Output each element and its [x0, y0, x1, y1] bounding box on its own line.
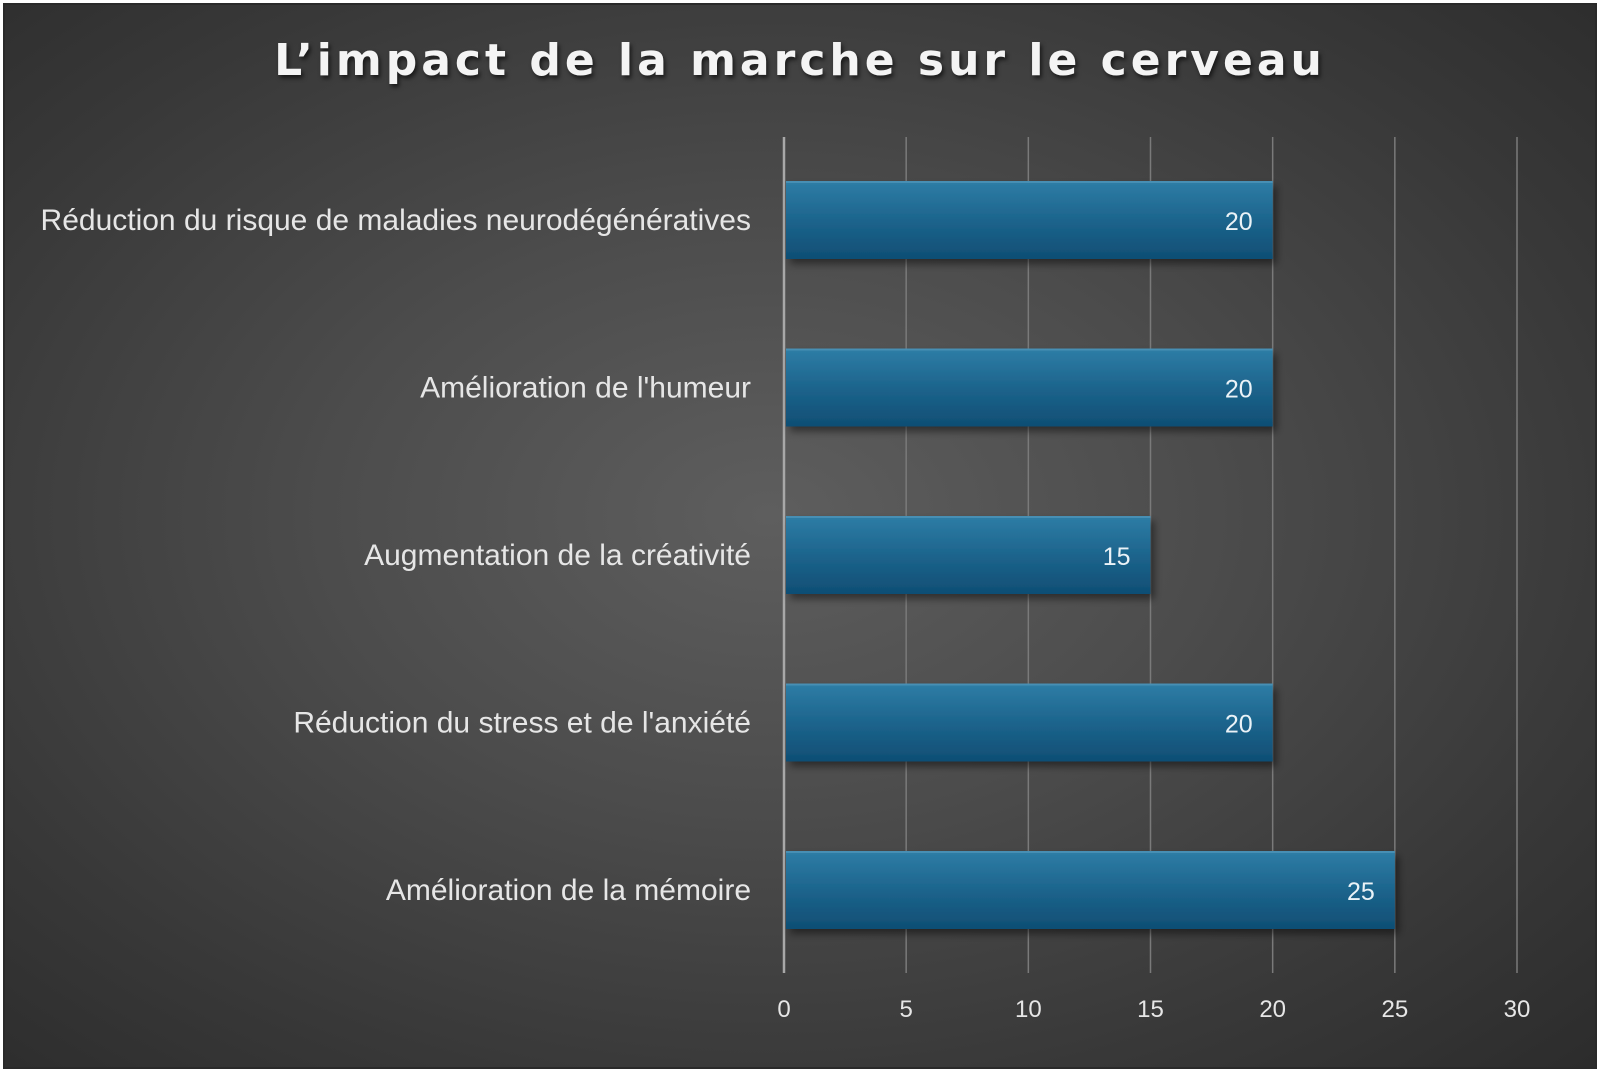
bar-highlight — [786, 516, 1151, 518]
bar — [786, 181, 1273, 259]
x-tick-label: 0 — [777, 996, 790, 1023]
category-label: Amélioration de la mémoire — [386, 874, 751, 907]
chart-title: L’impact de la marche sur le cerveau — [274, 35, 1326, 86]
data-label: 20 — [1225, 711, 1253, 739]
x-tick-label: 5 — [899, 996, 912, 1023]
data-label: 20 — [1225, 376, 1253, 404]
x-tick-label: 30 — [1504, 996, 1531, 1023]
bar — [786, 851, 1395, 929]
category-label: Réduction du risque de maladies neurodég… — [41, 204, 751, 237]
x-tick-label: 15 — [1137, 996, 1164, 1023]
bar — [786, 683, 1273, 762]
x-tick-label: 10 — [1015, 996, 1042, 1023]
x-tick-label: 20 — [1259, 996, 1286, 1023]
category-label: Réduction du stress et de l'anxiété — [293, 707, 751, 740]
category-label: Augmentation de la créativité — [364, 539, 751, 572]
bar-highlight — [786, 851, 1395, 853]
bar-highlight — [786, 348, 1273, 351]
x-tick-label: 25 — [1381, 996, 1408, 1023]
data-label: 15 — [1103, 543, 1131, 571]
bar-chart-plot: 0 5 10 15 20 25 30 Réduction du risque de malad… — [41, 137, 1531, 1023]
data-label: 20 — [1225, 208, 1253, 236]
category-label: Amélioration de l'humeur — [420, 372, 751, 405]
data-label: 25 — [1347, 878, 1375, 906]
bar-highlight — [786, 683, 1273, 686]
bar-highlight — [786, 181, 1273, 183]
bar — [786, 516, 1151, 594]
bar — [786, 348, 1273, 427]
chart-frame: L’impact de la marche sur le cerveau 0 5 1… — [3, 3, 1597, 1069]
